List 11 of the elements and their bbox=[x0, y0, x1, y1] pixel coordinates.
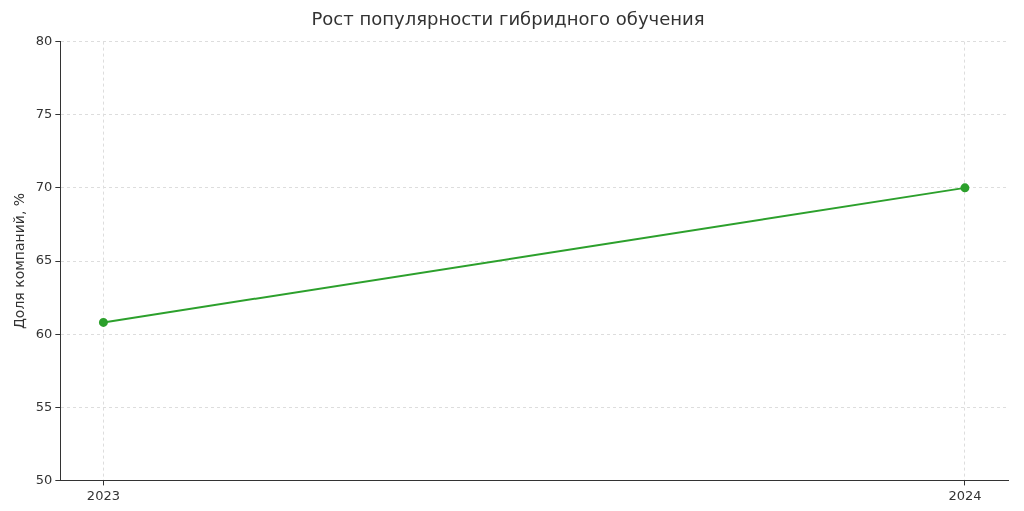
y-axis-title: Доля компаний, % bbox=[11, 192, 28, 330]
x-tick-label: 2023 bbox=[86, 487, 120, 503]
y-tick-label: 55 bbox=[35, 398, 53, 414]
y-tick-label: 80 bbox=[35, 32, 53, 48]
x-tick-label: 2024 bbox=[948, 487, 982, 503]
y-tick-label: 65 bbox=[35, 252, 53, 268]
y-tick-label: 50 bbox=[35, 471, 53, 487]
y-tick-label: 70 bbox=[35, 179, 53, 195]
y-tick-label: 75 bbox=[35, 106, 53, 122]
chart-title: Рост популярности гибридного обучения bbox=[311, 8, 705, 30]
y-tick-label: 60 bbox=[35, 325, 53, 341]
